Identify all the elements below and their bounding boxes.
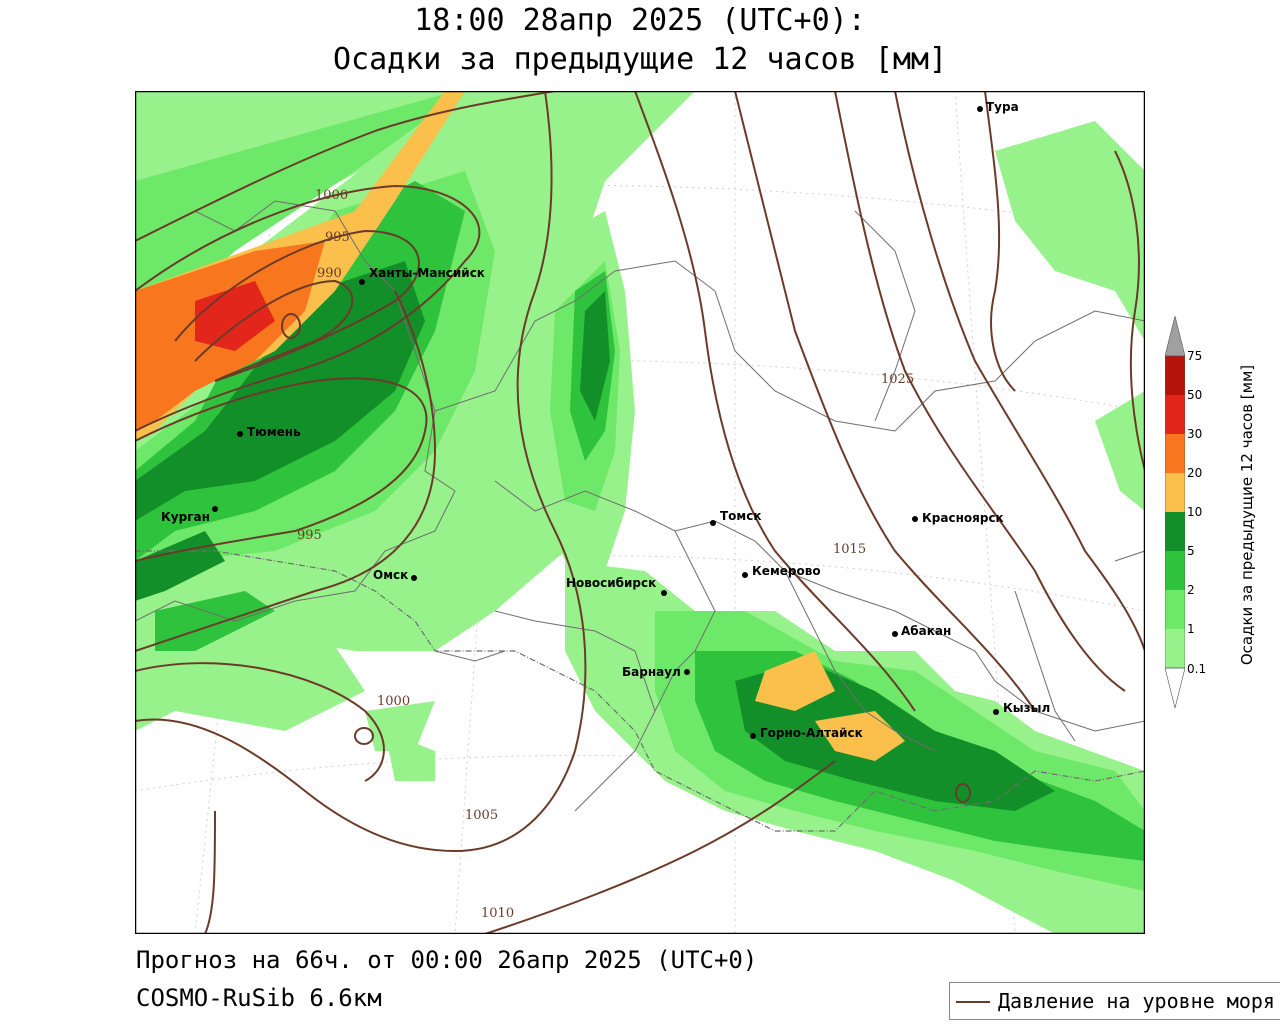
city-marker <box>411 575 417 581</box>
city-marker <box>742 572 748 578</box>
colorbar-swatch <box>1165 473 1185 512</box>
colorbar-label: 30 <box>1187 427 1202 441</box>
precip-layer-30-50 <box>195 281 275 351</box>
isobar-labels: 1000 995 990 995 1000 1005 1010 1015 102… <box>297 188 914 921</box>
international-border <box>135 550 1145 832</box>
pressure-legend: Давление на уровне моря <box>949 982 1280 1020</box>
isobar-label: 1015 <box>833 542 866 557</box>
city-marker <box>684 669 690 675</box>
colorbar-label: 2 <box>1187 583 1195 597</box>
colorbar-bottom-arrow <box>1165 667 1185 709</box>
colorbar-swatch <box>1165 356 1185 395</box>
city-marker <box>912 516 918 522</box>
city-label-omsk: Омск <box>373 568 408 582</box>
city-marker <box>661 590 667 596</box>
colorbar-top-arrow <box>1165 316 1185 357</box>
colorbar-label: 1 <box>1187 622 1195 636</box>
city-marker <box>750 733 756 739</box>
forecast-info: Прогноз на 66ч. от 00:00 26апр 2025 (UTC… <box>136 946 758 974</box>
city-label-tura: Тура <box>986 100 1019 114</box>
colorbar-title: Осадки за предыдущие 12 часов [мм] <box>1238 365 1256 665</box>
colorbar-labels: 75 50 30 20 10 5 2 1 0.1 <box>1187 349 1206 676</box>
city-label-kemerovo: Кемерово <box>752 564 821 578</box>
colorbar-swatch <box>1165 434 1185 473</box>
admin-borders <box>135 200 1145 812</box>
city-marker <box>237 431 243 437</box>
city-label-kurgan: Курган <box>161 510 210 524</box>
isobar-label: 990 <box>317 266 342 281</box>
city-label-krasnoyarsk: Красноярск <box>922 511 1004 525</box>
isobar-label: 1005 <box>465 808 498 823</box>
model-name: COSMO-RuSib 6.6км <box>136 984 382 1012</box>
city-marker <box>212 506 218 512</box>
isobar-label: 1010 <box>481 906 514 921</box>
city-marker <box>359 279 365 285</box>
isobar-label: 995 <box>325 230 350 245</box>
colorbar-swatch <box>1165 551 1185 590</box>
city-label-tomsk: Томск <box>720 509 762 523</box>
colorbar-swatch <box>1165 395 1185 434</box>
isobar-label: 1025 <box>881 372 914 387</box>
isobars <box>135 91 1145 934</box>
isobar-label: 1000 <box>315 188 348 203</box>
colorbar-label: 20 <box>1187 466 1202 480</box>
city-label-kyzyl: Кызыл <box>1003 701 1050 715</box>
isobar-label: 995 <box>297 528 322 543</box>
city-marker <box>892 631 898 637</box>
city-label-barnaul: Барнаул <box>622 665 681 679</box>
cities: Тура Ханты-Мансийск Тюмень Курган Омск Т… <box>161 100 1050 740</box>
city-label-tyumen: Тюмень <box>247 425 301 439</box>
city-label-khanty-mansiysk: Ханты-Мансийск <box>369 266 485 280</box>
city-marker <box>710 520 716 526</box>
city-marker <box>993 709 999 715</box>
colorbar-swatch <box>1165 590 1185 629</box>
precipitation-map: 1000 995 990 995 1000 1005 1010 1015 102… <box>135 91 1145 934</box>
colorbar-label: 5 <box>1187 544 1195 558</box>
map-title-line1: 18:00 28апр 2025 (UTC+0): <box>414 3 866 38</box>
city-label-novosibirsk: Новосибирск <box>566 576 656 590</box>
city-label-abakan: Абакан <box>901 624 951 638</box>
colorbar-title-text: Осадки за предыдущие 12 часов [мм] <box>1238 365 1256 665</box>
isobar-label: 1000 <box>377 694 410 709</box>
map-title-line2: Осадки за предыдущие 12 часов [мм] <box>332 42 948 77</box>
city-marker <box>977 106 983 112</box>
city-label-gorno-altaysk: Горно-Алтайск <box>760 726 863 740</box>
isobar-legend-line <box>956 1001 990 1003</box>
pressure-legend-label: Давление на уровне моря <box>998 989 1275 1013</box>
colorbar-label: 50 <box>1187 388 1202 402</box>
colorbar-label: 0.1 <box>1187 662 1206 676</box>
colorbar-label: 75 <box>1187 349 1202 363</box>
precip-colorbar <box>1165 316 1185 709</box>
colorbar-swatch <box>1165 629 1185 668</box>
colorbar-swatch <box>1165 512 1185 551</box>
colorbar-label: 10 <box>1187 505 1202 519</box>
